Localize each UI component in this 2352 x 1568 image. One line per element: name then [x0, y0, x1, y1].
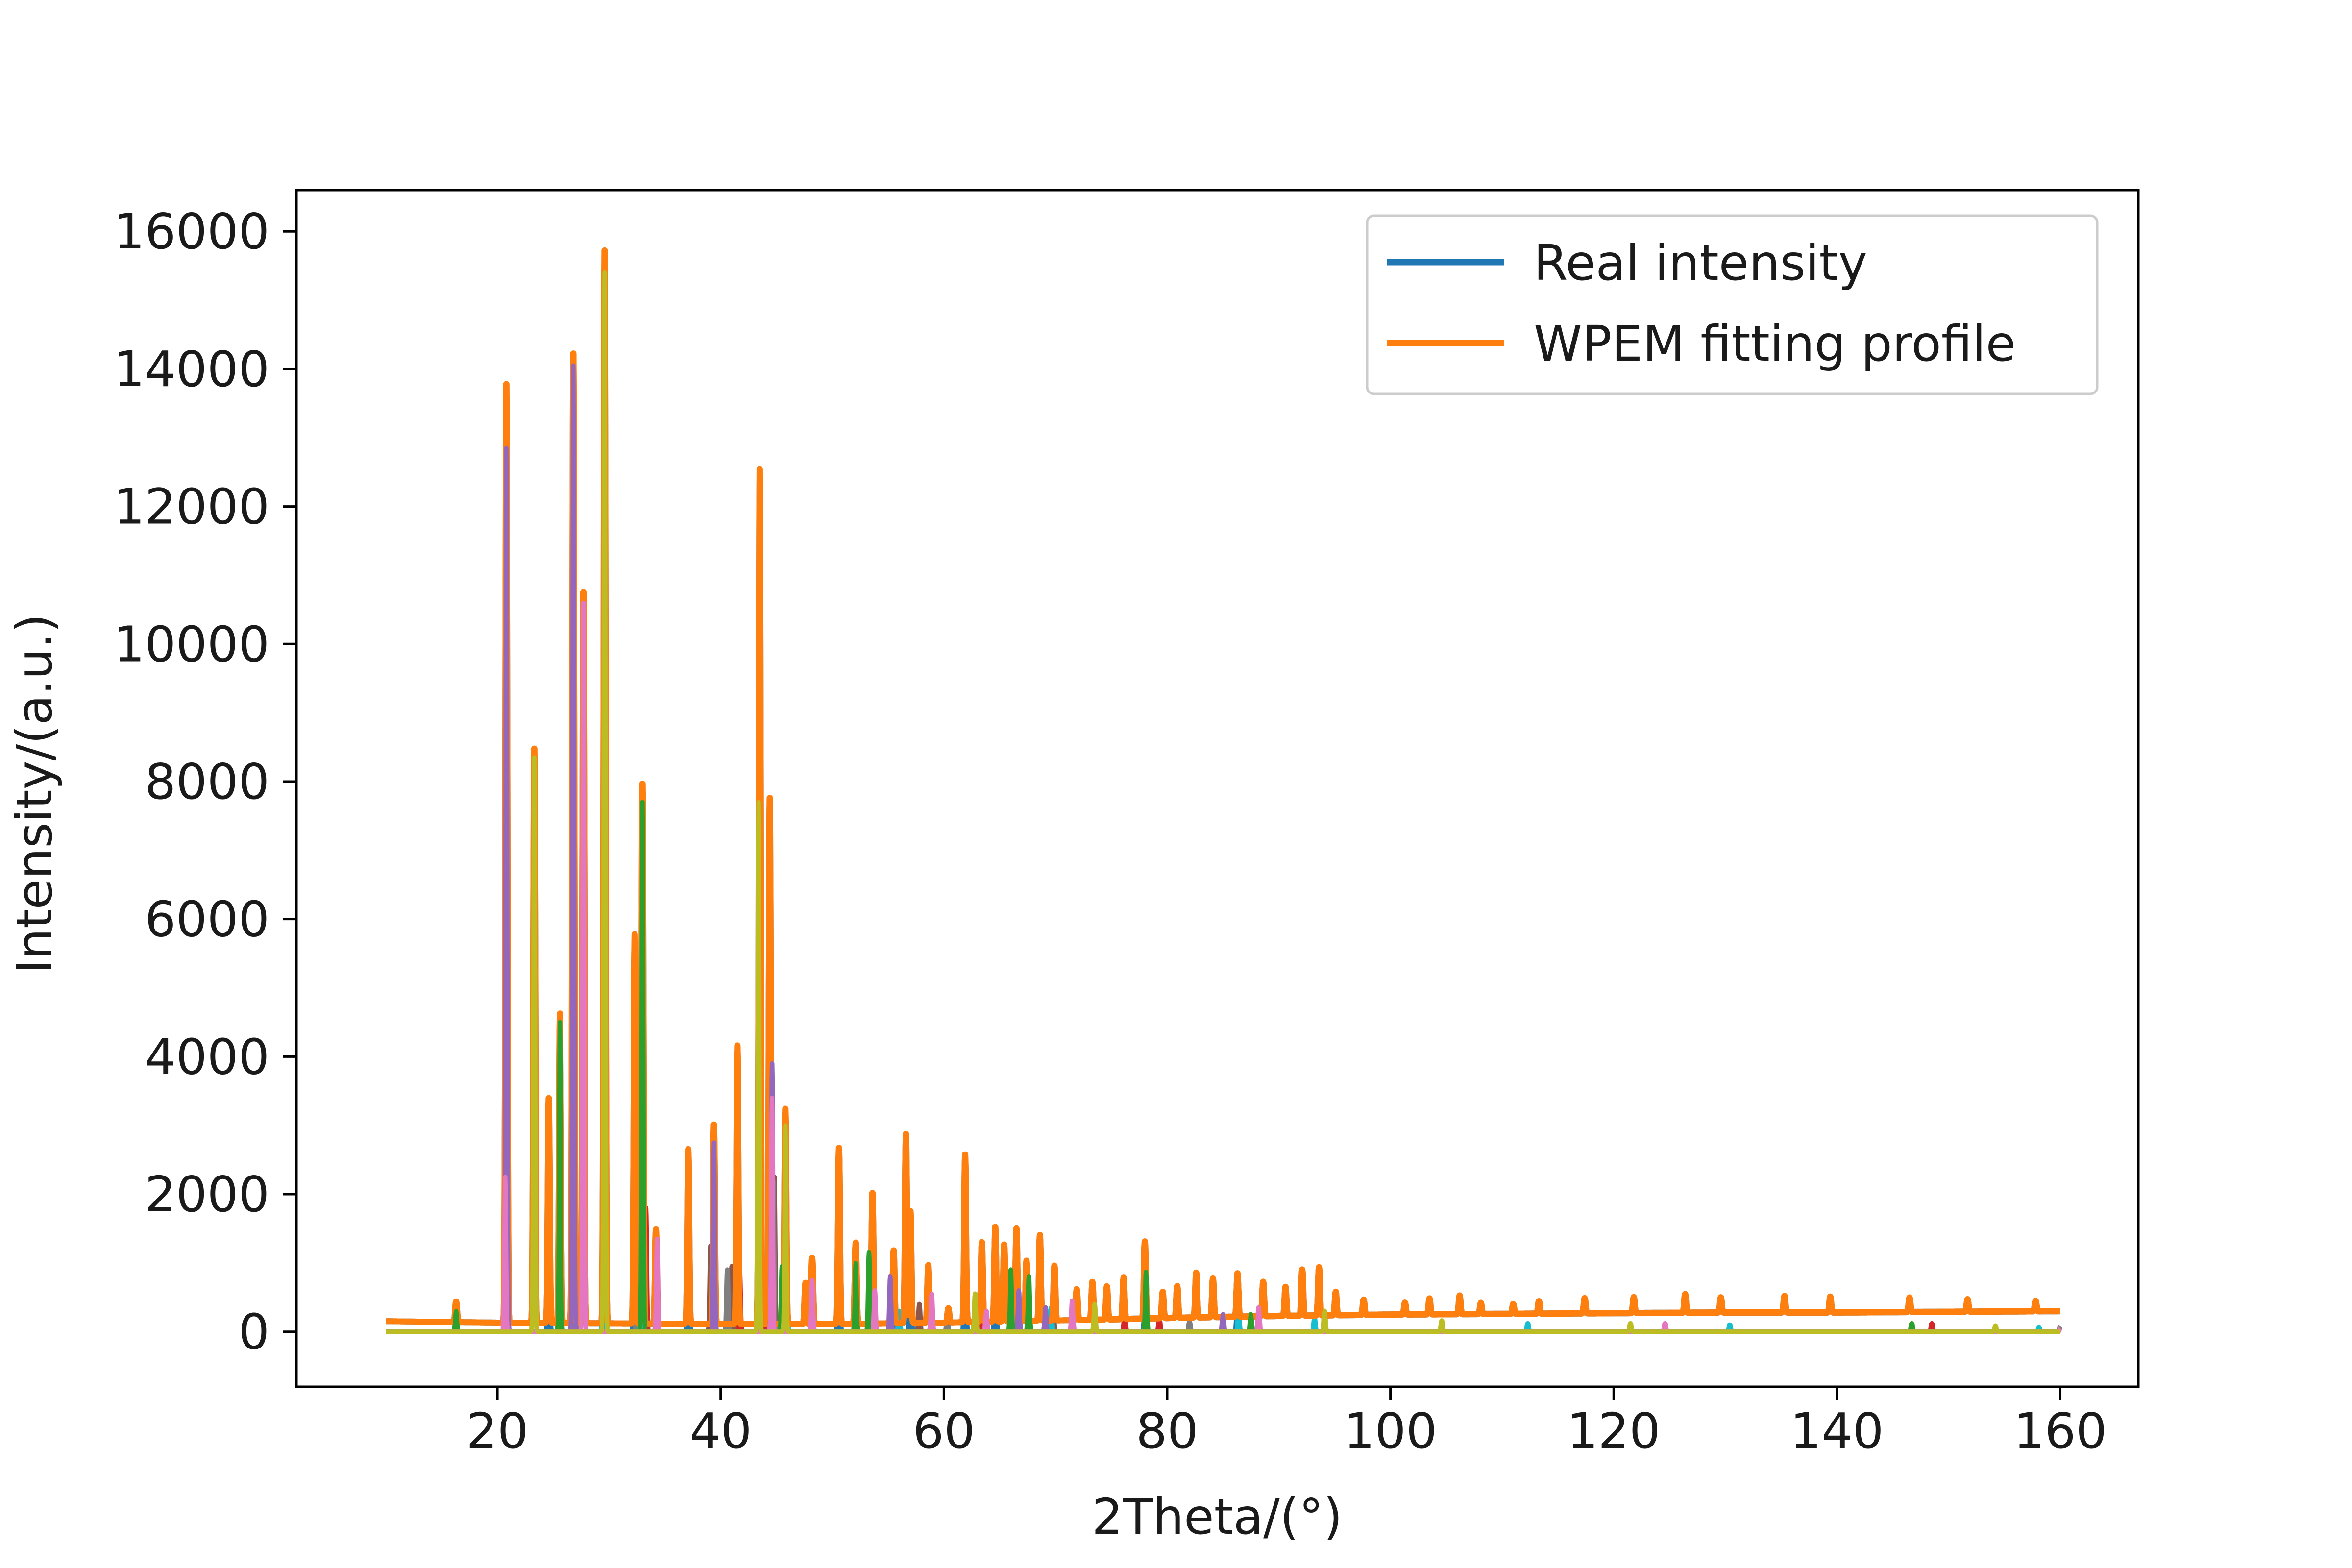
- x-tick-label: 120: [1567, 1402, 1661, 1460]
- y-axis-label: Intensity/(a.u.): [6, 613, 63, 974]
- legend-box: [1366, 214, 2099, 395]
- axes-frame: [295, 189, 2140, 1388]
- x-tick-label: 80: [1136, 1402, 1198, 1460]
- axes: 20 40 60 80 100 120 140 160 0 2000 4000 6000 8000 100…: [114, 189, 2140, 1460]
- y-tick-label: 0: [238, 1303, 270, 1361]
- x-tick-label: 60: [913, 1402, 975, 1460]
- y-tick-label: 6000: [145, 891, 270, 948]
- y-tick-label: 14000: [114, 341, 270, 398]
- x-tick-label: 40: [689, 1402, 752, 1460]
- x-axis-label: 2Theta/(°): [1092, 1488, 1343, 1545]
- y-tick-label: 8000: [145, 753, 270, 810]
- phase-profile-overlay-8: [384, 270, 2062, 1334]
- y-tick-label: 4000: [145, 1028, 270, 1085]
- legend-label: WPEM fitting profile: [1534, 315, 2016, 372]
- plot-area: [383, 247, 2063, 1334]
- x-tick-label: 20: [466, 1402, 528, 1460]
- y-tick-label: 12000: [114, 478, 270, 536]
- x-tick-label: 100: [1344, 1402, 1437, 1460]
- y-tick-label: 16000: [114, 203, 270, 260]
- legend: Real intensity WPEM fitting profile: [1366, 214, 2099, 395]
- x-tick-label: 160: [2013, 1402, 2107, 1460]
- x-tick-label: 140: [1790, 1402, 1884, 1460]
- legend-label: Real intensity: [1534, 234, 1867, 292]
- y-tick-label: 10000: [114, 615, 270, 673]
- y-tick-label: 2000: [145, 1166, 270, 1223]
